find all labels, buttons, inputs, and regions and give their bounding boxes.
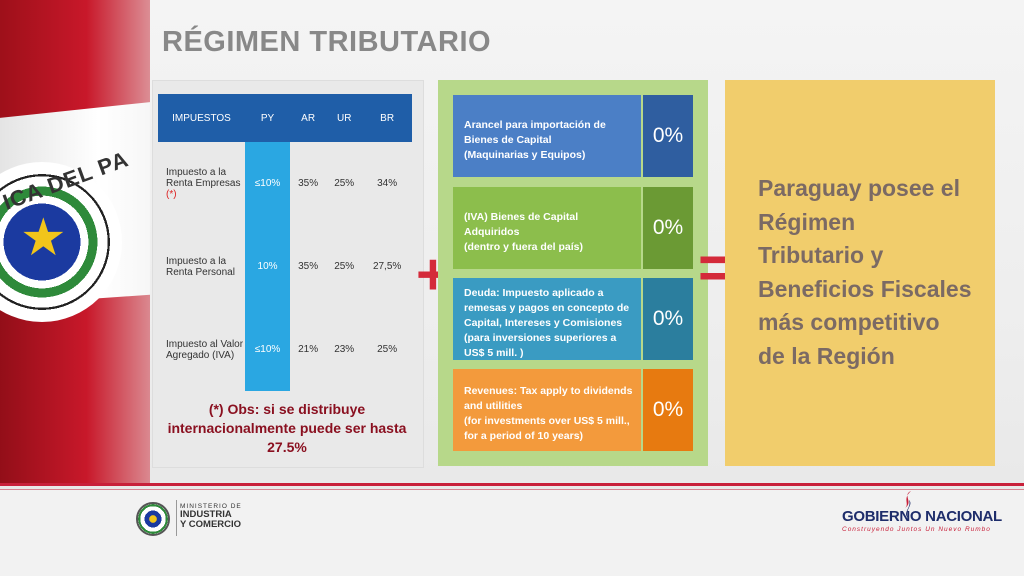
cell-ar: 35% bbox=[298, 261, 319, 272]
cell-ur: 25% bbox=[334, 178, 355, 189]
ministry-seal-icon bbox=[136, 502, 170, 536]
benefit-label: Revenues: Tax apply to dividends and uti… bbox=[453, 369, 641, 451]
star-icon: ★ bbox=[20, 209, 67, 267]
benefit-label: (IVA) Bienes de Capital Adquiridos (dent… bbox=[453, 187, 641, 269]
benefit-label: Arancel para importación de Bienes de Ca… bbox=[453, 95, 641, 177]
flag-red-stripe-bottom bbox=[0, 291, 150, 484]
ministry-logo-divider bbox=[176, 500, 177, 536]
row-name: Impuesto a la Renta Empresas (*) bbox=[166, 167, 241, 200]
header-br: BR bbox=[362, 94, 412, 142]
government-logo: GOBIERNO NACIONAL Construyendo Juntos Un… bbox=[842, 508, 1002, 533]
cell-br: 25% bbox=[377, 344, 398, 355]
benefit-item-debt: Deuda: Impuesto aplicado a remesas y pag… bbox=[453, 278, 693, 360]
cell-ar: 21% bbox=[298, 344, 319, 355]
header-ur: UR bbox=[326, 94, 363, 142]
cell-ar: 35% bbox=[298, 178, 319, 189]
government-mark-icon bbox=[905, 491, 911, 518]
claim-panel bbox=[725, 80, 995, 466]
cell-br: 34% bbox=[377, 178, 398, 189]
benefit-value: 0% bbox=[643, 369, 693, 451]
benefit-value: 0% bbox=[643, 278, 693, 360]
benefit-value: 0% bbox=[643, 187, 693, 269]
row-name: Impuesto a la Renta Personal bbox=[166, 255, 235, 278]
ministry-logo: MINISTERIO DE INDUSTRIA Y COMERCIO bbox=[180, 503, 242, 530]
table-row: Impuesto a la Renta Empresas (*) ≤10% 35… bbox=[158, 142, 412, 225]
benefit-label: Deuda: Impuesto aplicado a remesas y pag… bbox=[453, 278, 641, 360]
tax-comparison-table: IMPUESTOS PY AR UR BR Impuesto a la Rent… bbox=[158, 94, 412, 391]
benefit-item-iva: (IVA) Bienes de Capital Adquiridos (dent… bbox=[453, 187, 693, 269]
header-impuestos: IMPUESTOS bbox=[158, 94, 245, 142]
footer-divider bbox=[0, 483, 1024, 486]
header-ar: AR bbox=[290, 94, 327, 142]
cell-py: 10% bbox=[245, 225, 291, 308]
table-row: Impuesto a la Renta Personal 10% 35% 25%… bbox=[158, 225, 412, 308]
row-name: Impuesto al Valor Agregado (IVA) bbox=[166, 338, 244, 361]
slide-title: RÉGIMEN TRIBUTARIO bbox=[162, 26, 492, 58]
claim-text: Paraguay posee el Régimen Tributario y B… bbox=[758, 175, 972, 369]
cell-ur: 23% bbox=[334, 344, 355, 355]
cell-br: 27,5% bbox=[372, 261, 402, 272]
cell-py: ≤10% bbox=[245, 308, 291, 391]
benefit-value: 0% bbox=[643, 95, 693, 177]
table-header-row: IMPUESTOS PY AR UR BR bbox=[158, 94, 412, 142]
benefit-item-revenues: Revenues: Tax apply to dividends and uti… bbox=[453, 369, 693, 451]
footer bbox=[0, 490, 1024, 576]
cell-py: ≤10% bbox=[245, 142, 291, 225]
header-py: PY bbox=[245, 94, 291, 142]
table-row: Impuesto al Valor Agregado (IVA) ≤10% 21… bbox=[158, 308, 412, 391]
cell-ur: 25% bbox=[334, 261, 355, 272]
footer-divider-thin bbox=[0, 489, 1024, 490]
paraguay-flag: ★ ICA DEL PA bbox=[0, 0, 150, 484]
table-note: (*) Obs: si se distribuye internacionalm… bbox=[167, 401, 407, 455]
benefit-item-import-duty: Arancel para importación de Bienes de Ca… bbox=[453, 95, 693, 177]
